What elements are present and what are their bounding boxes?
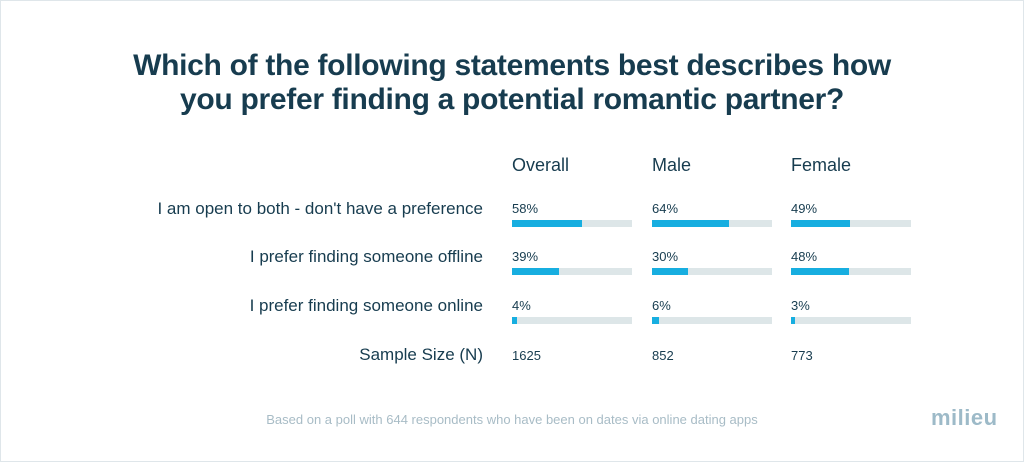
bar-cell-female: 48% (791, 250, 911, 275)
bar-fill (652, 317, 660, 324)
bar-fill (791, 317, 795, 324)
percent-label: 6% (652, 298, 671, 313)
bar-track (512, 220, 632, 227)
bar-track (652, 268, 772, 275)
percent-label: 49% (791, 201, 818, 216)
bar-fill (791, 220, 850, 227)
bar-track (512, 268, 632, 275)
column-header-male: Male (652, 155, 692, 175)
row-label: I am open to both - don't have a prefere… (157, 199, 483, 218)
bar-fill (652, 220, 729, 227)
sample-size-female: 773 (791, 348, 813, 363)
bar-fill (512, 317, 517, 324)
bar-fill (791, 268, 849, 275)
bar-cell-male: 6% (652, 299, 772, 324)
bar-cell-male: 64% (652, 202, 772, 227)
chart-title: Which of the following statements best d… (1, 49, 1023, 117)
row-label: I prefer finding someone offline (249, 247, 483, 266)
percent-label: 3% (791, 298, 810, 313)
bar-cell-male: 30% (652, 250, 772, 275)
bar-track (791, 317, 911, 324)
bar-track (791, 220, 911, 227)
bar-cell-female: 3% (791, 299, 911, 324)
bar-cell-female: 49% (791, 202, 911, 227)
percent-label: 39% (512, 249, 539, 264)
chart-title-line-1: Which of the following statements best d… (133, 49, 891, 82)
percent-label: 30% (652, 249, 679, 264)
bar-cell-overall: 39% (512, 250, 632, 275)
chart-title-line-2: you prefer finding a potential romantic … (180, 83, 844, 116)
row-label: I prefer finding someone online (249, 296, 483, 315)
bar-cell-overall: 58% (512, 202, 632, 227)
bar-track (652, 317, 772, 324)
bar-track (791, 268, 911, 275)
bar-track (652, 220, 772, 227)
percent-label: 58% (512, 201, 539, 216)
milieu-logo: milieu (931, 405, 998, 430)
percent-label: 64% (652, 201, 679, 216)
sample-size-male: 852 (652, 348, 674, 363)
sample-size-overall: 1625 (512, 348, 541, 363)
column-header-female: Female (791, 155, 852, 175)
bar-cell-overall: 4% (512, 299, 632, 324)
percent-label: 4% (512, 298, 531, 313)
bar-track (512, 317, 632, 324)
bar-fill (512, 220, 582, 227)
footnote: Based on a poll with 644 respondents who… (266, 412, 758, 427)
percent-label: 48% (791, 249, 818, 264)
bar-fill (652, 268, 688, 275)
column-header-overall: Overall (512, 155, 570, 175)
bar-fill (512, 268, 559, 275)
sample-size-label: Sample Size (N) (359, 345, 483, 364)
